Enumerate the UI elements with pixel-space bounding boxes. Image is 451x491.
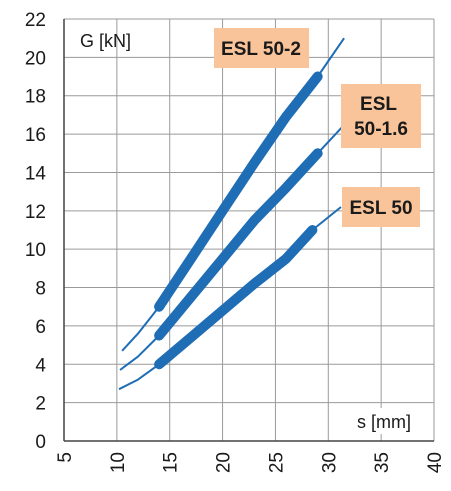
series-1-working-range: [154, 148, 323, 341]
series-label-esl-50-16-line2: 50-1.6: [354, 119, 408, 140]
x-tick-label: 5: [55, 452, 76, 463]
series-label-esl-50: ESL 50: [342, 187, 420, 227]
y-tick-label: 22: [25, 10, 46, 31]
series-2-working-range: [154, 225, 318, 370]
x-tick-label: 15: [161, 452, 182, 473]
series-layer: [118, 37, 348, 391]
svg-text:ESL 50-1.6: ESL 50-1.6: [354, 94, 408, 140]
y-tick-label: 0: [35, 432, 46, 453]
x-tick-label: 10: [108, 452, 129, 473]
y-tick-label: 6: [35, 317, 46, 338]
x-axis-title: s [mm]: [357, 412, 411, 432]
y-tick-label: 10: [25, 240, 46, 261]
y-tick-label: 4: [35, 355, 46, 376]
y-tick-label: 8: [35, 279, 46, 300]
x-tick-label: 20: [214, 452, 235, 473]
y-axis-title: G [kN]: [80, 31, 131, 51]
y-tick-label: 20: [25, 48, 46, 69]
x-axis-title-bg: [352, 408, 418, 434]
x-tick-label: 30: [319, 452, 340, 473]
x-tick-label: 25: [266, 452, 287, 473]
x-tick-label: 35: [372, 452, 393, 473]
ticks-layer: 0 2 4 6 8 10 12 14 16 18 20 22 5 10 15 20 25 30 35 40: [25, 10, 446, 473]
y-tick-label: 18: [25, 87, 46, 108]
y-tick-label: 2: [35, 394, 46, 415]
x-tick-label: 40: [425, 452, 446, 473]
y-tick-label: 14: [25, 163, 47, 184]
series-label-esl-50-text: ESL 50: [349, 198, 412, 219]
series-0-working-range: [154, 71, 323, 312]
series-label-esl-50-16: ESL 50-1.6: [341, 84, 421, 148]
series-label-esl-50-16-line1: ESL: [360, 94, 397, 115]
y-tick-label: 16: [25, 125, 46, 146]
series-label-esl-50-2-text: ESL 50-2: [221, 39, 301, 60]
y-tick-label: 12: [25, 202, 46, 223]
series-label-esl-50-2: ESL 50-2: [214, 28, 309, 68]
